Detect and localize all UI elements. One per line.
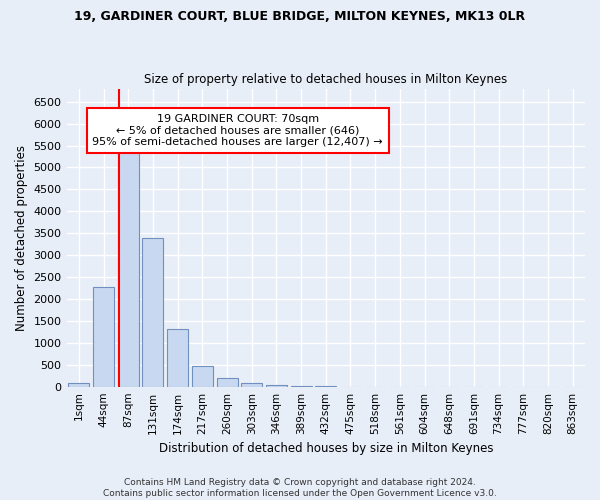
Text: 19 GARDINER COURT: 70sqm
← 5% of detached houses are smaller (646)
95% of semi-d: 19 GARDINER COURT: 70sqm ← 5% of detache… <box>92 114 383 147</box>
Bar <box>68 384 89 386</box>
Title: Size of property relative to detached houses in Milton Keynes: Size of property relative to detached ho… <box>144 73 508 86</box>
X-axis label: Distribution of detached houses by size in Milton Keynes: Distribution of detached houses by size … <box>158 442 493 455</box>
Bar <box>217 378 238 386</box>
Bar <box>241 384 262 386</box>
Y-axis label: Number of detached properties: Number of detached properties <box>15 144 28 330</box>
Bar <box>266 385 287 386</box>
Bar <box>118 150 139 386</box>
Bar <box>192 366 213 386</box>
Bar <box>167 329 188 386</box>
Bar <box>142 238 163 386</box>
Bar <box>93 286 114 386</box>
Text: Contains HM Land Registry data © Crown copyright and database right 2024.
Contai: Contains HM Land Registry data © Crown c… <box>103 478 497 498</box>
Text: 19, GARDINER COURT, BLUE BRIDGE, MILTON KEYNES, MK13 0LR: 19, GARDINER COURT, BLUE BRIDGE, MILTON … <box>74 10 526 23</box>
